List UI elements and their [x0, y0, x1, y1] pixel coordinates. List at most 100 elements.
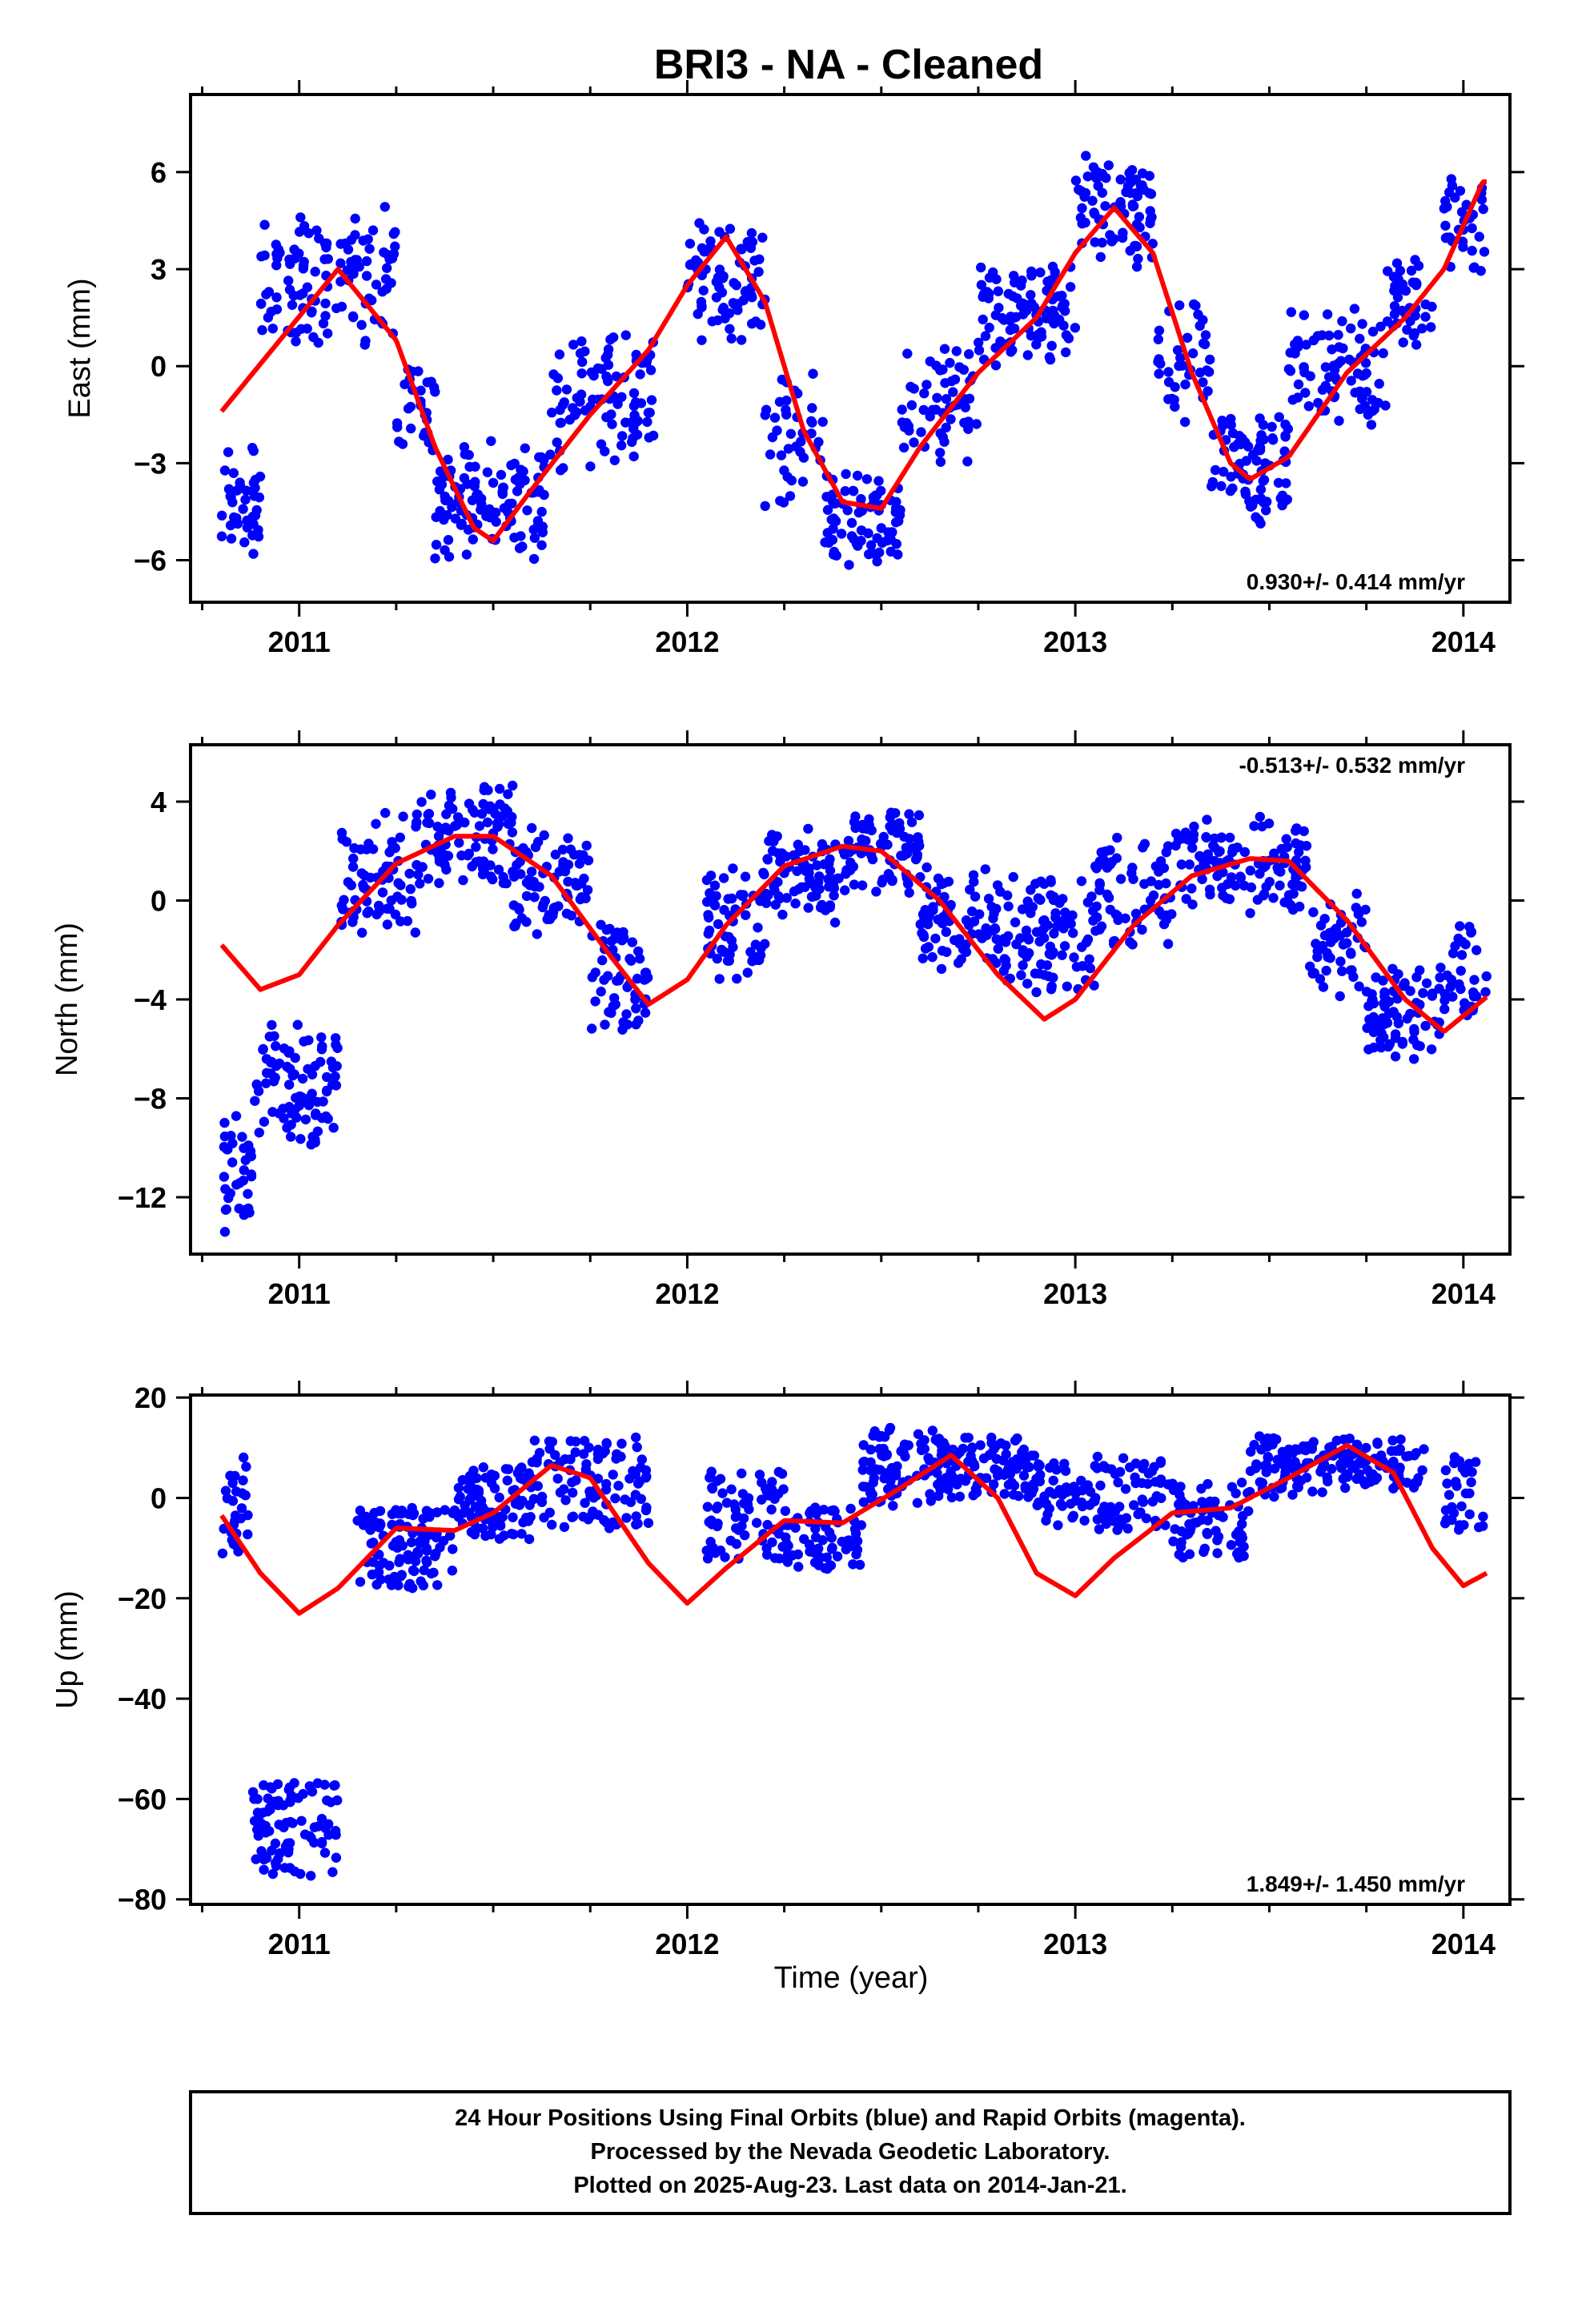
north-point: [405, 884, 416, 895]
north-point: [219, 1172, 230, 1182]
north-point: [1439, 1003, 1450, 1015]
east-point: [1089, 207, 1099, 218]
east-y-tick-label: 0: [151, 350, 167, 383]
east-point: [1106, 236, 1117, 247]
north-point: [1275, 880, 1285, 891]
north-point: [246, 1169, 257, 1180]
up-point: [875, 1465, 885, 1475]
east-point: [529, 533, 540, 543]
north-point: [724, 931, 734, 943]
east-point: [991, 274, 1002, 284]
north-point: [508, 866, 518, 877]
up-y-axis-label: Up (mm): [50, 1590, 84, 1709]
up-point: [989, 1443, 999, 1454]
north-point: [736, 890, 746, 900]
east-point: [1058, 320, 1069, 331]
up-point: [707, 1482, 717, 1493]
up-point: [231, 1486, 242, 1497]
north-point: [1379, 991, 1390, 1002]
east-point: [1061, 347, 1071, 358]
north-point: [1269, 848, 1279, 858]
north-point: [590, 967, 600, 978]
north-point: [814, 883, 825, 895]
north-velocity-label: -0.513+/- 0.532 mm/yr: [1239, 753, 1465, 778]
north-point: [983, 894, 994, 904]
north-point: [303, 1035, 314, 1046]
north-point: [1469, 975, 1480, 985]
up-point: [998, 1455, 1009, 1466]
north-point: [267, 1019, 277, 1031]
east-point: [506, 460, 516, 471]
east-point: [1440, 233, 1452, 243]
east-point: [1283, 364, 1295, 375]
north-point: [1085, 963, 1096, 974]
east-point: [1095, 251, 1106, 263]
north-point: [753, 923, 763, 933]
up-panel: 2011 2012 2013 2014 20 0 −20 −40 −60 −80 Up (mm) 1.…: [50, 1381, 1524, 1960]
north-point: [1127, 939, 1138, 950]
east-point: [1137, 180, 1147, 191]
east-point: [921, 380, 932, 390]
north-point: [1162, 939, 1174, 949]
north-point: [1111, 853, 1122, 863]
east-point: [1080, 187, 1091, 199]
up-point: [1079, 1515, 1090, 1526]
up-point: [1141, 1513, 1152, 1524]
north-point: [840, 846, 851, 858]
east-point: [1359, 400, 1371, 412]
east-point: [335, 258, 346, 268]
east-point: [1338, 343, 1348, 354]
up-point: [762, 1550, 773, 1560]
north-point: [495, 799, 505, 810]
north-point: [1186, 883, 1197, 894]
north-point: [850, 811, 861, 822]
east-point: [891, 539, 902, 549]
east-point: [1205, 354, 1215, 365]
up-point: [1227, 1482, 1238, 1493]
up-point: [1090, 1496, 1100, 1506]
east-point: [941, 422, 951, 433]
north-point: [223, 1192, 234, 1204]
north-point: [920, 907, 931, 917]
north-point: [1148, 890, 1159, 901]
north-point: [817, 838, 828, 850]
east-point: [238, 504, 248, 514]
east-point: [765, 449, 776, 460]
up-point: [331, 1852, 342, 1863]
up-point: [570, 1447, 580, 1458]
north-point: [395, 832, 405, 843]
east-point: [1446, 174, 1457, 184]
east-point: [685, 239, 696, 249]
east-point: [1305, 371, 1315, 381]
up-point: [1090, 1461, 1100, 1471]
north-point: [219, 1131, 231, 1142]
up-point: [238, 1475, 248, 1486]
east-point: [1049, 318, 1059, 329]
north-point: [488, 874, 498, 885]
north-point: [1127, 862, 1138, 873]
east-point: [974, 337, 984, 348]
up-point: [865, 1487, 876, 1498]
north-point: [1094, 924, 1105, 935]
up-point: [279, 1822, 289, 1833]
east-point: [552, 437, 562, 448]
north-point: [621, 1009, 632, 1019]
up-point: [508, 1512, 518, 1522]
north-point: [580, 893, 591, 903]
up-y-tick-label: −20: [118, 1582, 167, 1615]
east-point: [1406, 265, 1417, 276]
east-point: [534, 485, 544, 496]
east-point: [747, 319, 757, 329]
north-point: [426, 790, 436, 800]
up-point: [1150, 1477, 1161, 1487]
east-point: [1400, 285, 1411, 296]
north-plot-frame: [189, 743, 1512, 1256]
north-point: [1291, 823, 1302, 834]
north-point: [599, 975, 609, 985]
north-point: [829, 917, 841, 928]
east-point: [1046, 275, 1057, 285]
east-point: [295, 290, 305, 300]
up-point: [640, 1505, 652, 1516]
east-point: [1267, 421, 1277, 432]
north-point: [742, 967, 753, 978]
